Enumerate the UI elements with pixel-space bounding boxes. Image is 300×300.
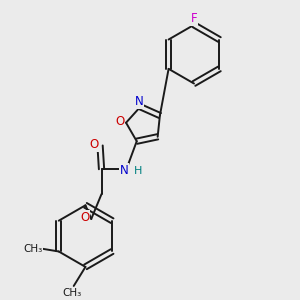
Text: O: O bbox=[89, 138, 98, 151]
Text: H: H bbox=[134, 166, 142, 176]
Text: CH₃: CH₃ bbox=[23, 244, 43, 254]
Text: CH₃: CH₃ bbox=[63, 288, 82, 298]
Text: O: O bbox=[115, 115, 124, 128]
Text: N: N bbox=[120, 164, 128, 177]
Text: N: N bbox=[134, 95, 143, 108]
Text: O: O bbox=[80, 211, 89, 224]
Text: F: F bbox=[191, 13, 197, 26]
